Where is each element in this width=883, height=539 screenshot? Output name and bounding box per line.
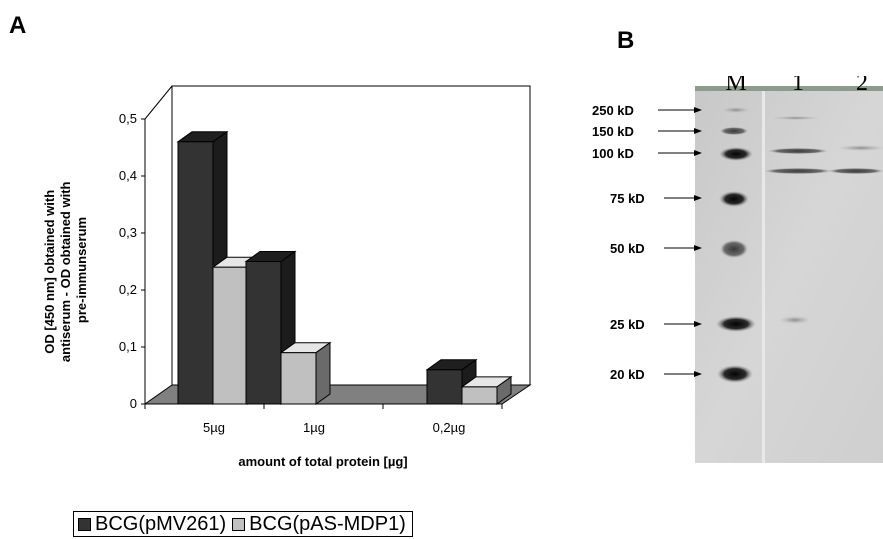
- chart-legend: BCG(pMV261) BCG(pAS-MDP1): [73, 511, 413, 537]
- marker-label-100: 100 kD: [592, 146, 634, 161]
- marker-label-25: 25 kD: [610, 317, 645, 332]
- x-axis-title: amount of total protein [µg]: [238, 454, 407, 469]
- bar-front-face: [461, 386, 498, 405]
- lane-divider: [762, 91, 765, 463]
- panel-label-b: B: [617, 27, 635, 54]
- bar-front-face: [212, 266, 249, 405]
- bar-front-face: [245, 261, 282, 405]
- gel-top-edge: [695, 86, 883, 91]
- y-axis-title: OD [450 nm] obtained with antiserum - OD…: [42, 178, 89, 362]
- bar-2-3: [460, 375, 513, 405]
- marker-arrowhead-50: [694, 245, 702, 251]
- ladder-band-250: [722, 107, 750, 113]
- ladder-band-20: [717, 365, 753, 383]
- legend-entry-series-1: BCG(pMV261): [78, 513, 226, 536]
- ladder-band-50: [720, 240, 748, 258]
- bar-front-face: [280, 352, 317, 405]
- marker-label-50: 50 kD: [610, 241, 645, 256]
- axes: [144, 119, 502, 405]
- lane-1-band-100: [768, 148, 828, 154]
- lane-2-band-100: [837, 145, 883, 151]
- ladder-band-25: [716, 316, 756, 332]
- marker-label-150: 150 kD: [592, 124, 634, 139]
- y-tick-label: 0: [130, 396, 137, 411]
- legend-entry-series-2: BCG(pAS-MDP1): [232, 513, 406, 536]
- lane-1-band-150: [772, 116, 820, 120]
- marker-arrowhead-150: [694, 128, 702, 134]
- lane-label-marker: M: [725, 76, 746, 96]
- lane-label-2: 2: [856, 76, 868, 96]
- y-tick-label: 0,3: [119, 225, 137, 240]
- marker-arrowhead-25: [694, 321, 702, 327]
- ladder-band-150: [720, 127, 748, 135]
- y-axis-title-line-2: antiserum - OD obtained with: [58, 181, 73, 362]
- marker-arrowhead-250: [694, 107, 702, 113]
- western-blot-panel: M 1 2 250 kD 150 kD 100 kD 75 kD 50 kD: [592, 76, 883, 463]
- y-axis-depth-line: [144, 85, 173, 120]
- bar-1-2: [244, 250, 297, 405]
- legend-swatch-series-1: [78, 517, 91, 531]
- ladder-band-100: [719, 147, 753, 161]
- bar-front-face: [177, 141, 214, 405]
- bar-front-face: [426, 369, 463, 405]
- marker-labels: 250 kD 150 kD 100 kD 75 kD 50 kD 25 kD 2…: [592, 103, 702, 382]
- marker-lane-bands: [716, 107, 756, 383]
- y-tick-label: 0,2: [119, 282, 137, 297]
- x-tick-label: 0,2µg: [433, 420, 466, 435]
- marker-label-75: 75 kD: [610, 191, 645, 206]
- y-tick-label: 0,5: [119, 111, 137, 126]
- marker-label-250: 250 kD: [592, 103, 634, 118]
- marker-label-20: 20 kD: [610, 367, 645, 382]
- bar-chart: 0 0,1 0,2 0,3 0,4 0,5 5µg 1µg 0,2µg amount of t…: [42, 85, 532, 469]
- y-ticks: 0 0,1 0,2 0,3 0,4 0,5: [119, 111, 145, 411]
- y-axis-title-line-1: OD [450 nm] obtained with: [42, 190, 57, 354]
- x-tick-label: 1µg: [303, 420, 325, 435]
- lane-1-band-25: [779, 316, 811, 324]
- sample-lane-bands: [764, 116, 883, 324]
- bar-side-face: [315, 341, 331, 405]
- gel-background: [695, 86, 883, 463]
- ladder-band-75: [719, 191, 749, 207]
- y-tick-label: 0,4: [119, 168, 137, 183]
- marker-arrowhead-100: [694, 150, 702, 156]
- legend-swatch-series-2: [232, 517, 246, 531]
- x-tick-label: 5µg: [203, 420, 225, 435]
- bars-group: [176, 130, 513, 405]
- y-tick-label: 0,1: [119, 339, 137, 354]
- legend-label-series-2: BCG(pAS-MDP1): [249, 512, 406, 535]
- marker-arrowhead-20: [694, 371, 702, 377]
- lane-2-band-90: [828, 168, 883, 174]
- y-axis-title-line-3: pre-immunserum: [74, 217, 89, 323]
- legend-label-series-1: BCG(pMV261): [95, 512, 227, 535]
- marker-arrowhead-75: [694, 195, 702, 201]
- x-ticks: 5µg 1µg 0,2µg: [144, 404, 503, 435]
- lane-1-band-90: [764, 168, 832, 174]
- panel-label-a: A: [9, 12, 27, 39]
- lane-label-1: 1: [792, 76, 804, 96]
- bar-2-2: [279, 341, 332, 405]
